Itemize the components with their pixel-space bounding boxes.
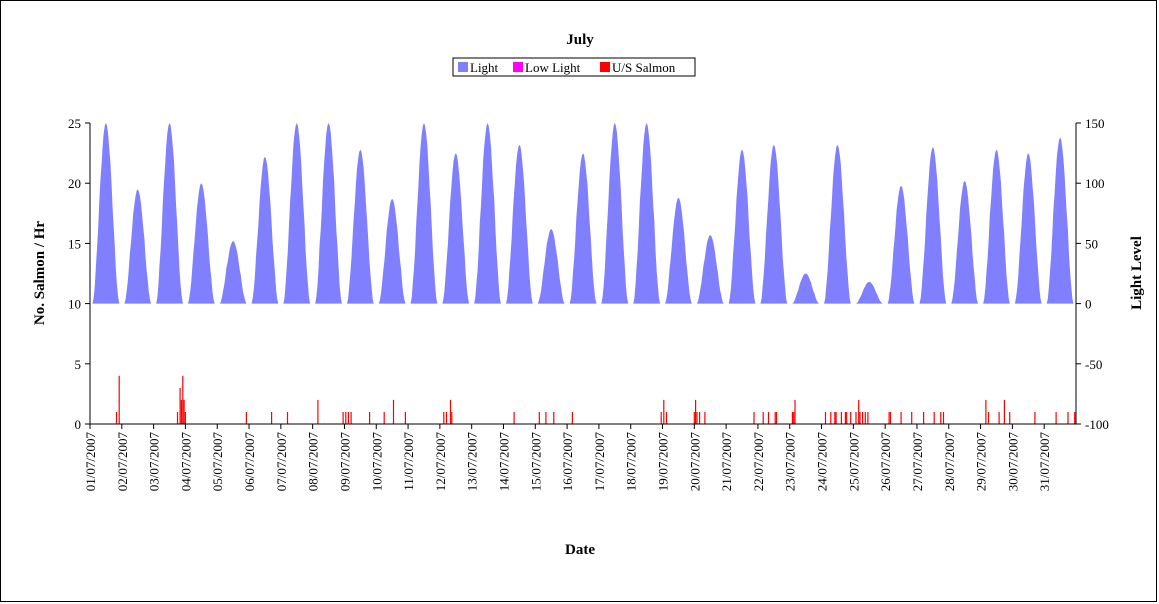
- y-axis-right-tick-label: -50: [1085, 357, 1102, 372]
- light-area-day-1: [92, 123, 120, 304]
- x-axis-tick-label: 05/07/2007: [210, 432, 225, 492]
- legend-swatch-us-salmon: [600, 62, 610, 72]
- light-area-day-16: [569, 153, 597, 304]
- x-axis-tick-label: 25/07/2007: [846, 432, 861, 492]
- light-area-day-22: [760, 144, 788, 304]
- light-area-day-13: [474, 123, 501, 304]
- y-axis-left-tick-label: 0: [75, 417, 82, 432]
- light-area-day-4: [188, 183, 215, 304]
- y-axis-left-tick-label: 20: [68, 176, 81, 191]
- x-axis-tick-label: 02/07/2007: [115, 432, 130, 492]
- x-axis-tick-label: 31/07/2007: [1037, 432, 1052, 492]
- light-area-day-30: [1014, 153, 1042, 304]
- y-axis-right-tick-label: -100: [1085, 417, 1109, 432]
- x-axis-tick-label: 28/07/2007: [942, 432, 957, 492]
- x-axis-tick-label: 20/07/2007: [687, 432, 702, 492]
- x-axis-tick-label: 12/07/2007: [433, 432, 448, 492]
- light-area-day-29: [983, 149, 1010, 304]
- light-area-day-20: [696, 235, 724, 304]
- light-area-day-5: [219, 241, 247, 304]
- legend-label-light: Light: [470, 60, 499, 75]
- x-axis-tick-label: 04/07/2007: [178, 432, 193, 492]
- light-area-day-15: [537, 229, 565, 304]
- legend-swatch-light: [458, 62, 468, 72]
- light-area-day-31: [1046, 137, 1074, 304]
- light-area-day-25: [855, 281, 883, 304]
- x-axis-tick-label: 21/07/2007: [719, 432, 734, 492]
- y-axis-left-tick-label: 10: [68, 297, 81, 312]
- y-axis-left-label: No. Salmon / Hr: [32, 221, 48, 326]
- x-axis-tick-label: 01/07/2007: [83, 432, 98, 492]
- y-axis-right-tick-label: 0: [1085, 297, 1092, 312]
- legend-swatch-low-light: [513, 62, 523, 72]
- salmon-series: [115, 375, 1076, 424]
- legend: Light Low Light U/S Salmon: [452, 57, 696, 77]
- light-area-day-6: [251, 156, 279, 304]
- y-axis-right-label: Light Level: [1129, 236, 1145, 310]
- light-area-day-7: [283, 123, 311, 304]
- y-axis-left-tick-label: 5: [75, 357, 82, 372]
- y-axis-right-tick-label: 150: [1085, 116, 1105, 131]
- light-area-day-3: [156, 123, 183, 304]
- x-axis-tick-label: 11/07/2007: [401, 432, 416, 491]
- x-axis-tick-label: 08/07/2007: [306, 432, 321, 492]
- x-axis-tick-label: 06/07/2007: [242, 432, 257, 492]
- light-area-day-27: [919, 147, 947, 304]
- y-axis-left-tick-label: 15: [68, 236, 81, 251]
- x-axis-tick-label: 22/07/2007: [751, 432, 766, 492]
- legend-label-us-salmon: U/S Salmon: [612, 60, 676, 75]
- y-axis-right-tick-label: 100: [1085, 176, 1105, 191]
- light-area-day-28: [951, 180, 978, 304]
- x-axis-tick-label: 19/07/2007: [656, 432, 671, 492]
- x-axis-tick-label: 30/07/2007: [1005, 432, 1020, 492]
- x-axis-tick-label: 09/07/2007: [338, 432, 353, 492]
- x-axis-tick-label: 15/07/2007: [528, 432, 543, 492]
- light-series: [92, 123, 1074, 304]
- light-area-day-19: [665, 197, 692, 304]
- light-area-day-21: [728, 149, 756, 304]
- x-axis-tick-label: 16/07/2007: [560, 432, 575, 492]
- light-area-day-24: [824, 144, 851, 304]
- x-axis-tick-label: 27/07/2007: [910, 432, 925, 492]
- axes: 0 5 10 15 20 25 -100 -50 0 50 100 150 01/07/2007 02/0…: [68, 116, 1109, 491]
- light-area-day-14: [506, 144, 533, 304]
- x-axis-tick-label: 07/07/2007: [274, 432, 289, 492]
- legend-label-low-light: Low Light: [525, 60, 581, 75]
- light-area-day-17: [601, 123, 629, 304]
- light-area-day-12: [442, 153, 470, 304]
- light-area-day-9: [347, 149, 374, 304]
- light-area-day-23: [792, 273, 819, 304]
- x-axis-tick-label: 26/07/2007: [878, 432, 893, 492]
- x-axis-tick-label: 23/07/2007: [783, 432, 798, 492]
- light-area-day-10: [378, 198, 406, 304]
- x-axis-tick-label: 14/07/2007: [497, 432, 512, 492]
- light-area-day-26: [887, 185, 915, 304]
- light-area-day-11: [410, 123, 438, 304]
- y-axis-left-tick-label: 25: [68, 116, 81, 131]
- light-area-day-18: [633, 123, 660, 304]
- x-axis-tick-label: 10/07/2007: [369, 432, 384, 492]
- x-axis-tick-label: 03/07/2007: [147, 432, 162, 492]
- x-axis-tick-label: 17/07/2007: [592, 432, 607, 492]
- x-axis-tick-label: 13/07/2007: [465, 432, 480, 492]
- x-axis-tick-label: 18/07/2007: [624, 432, 639, 492]
- x-axis-tick-label: 29/07/2007: [974, 432, 989, 492]
- x-axis-tick-label: 24/07/2007: [815, 432, 830, 492]
- x-axis-label: Date: [565, 542, 595, 558]
- light-area-day-2: [124, 189, 152, 304]
- y-axis-right-tick-label: 50: [1085, 236, 1098, 251]
- chart-title: July: [566, 32, 594, 48]
- light-area-day-8: [315, 123, 342, 304]
